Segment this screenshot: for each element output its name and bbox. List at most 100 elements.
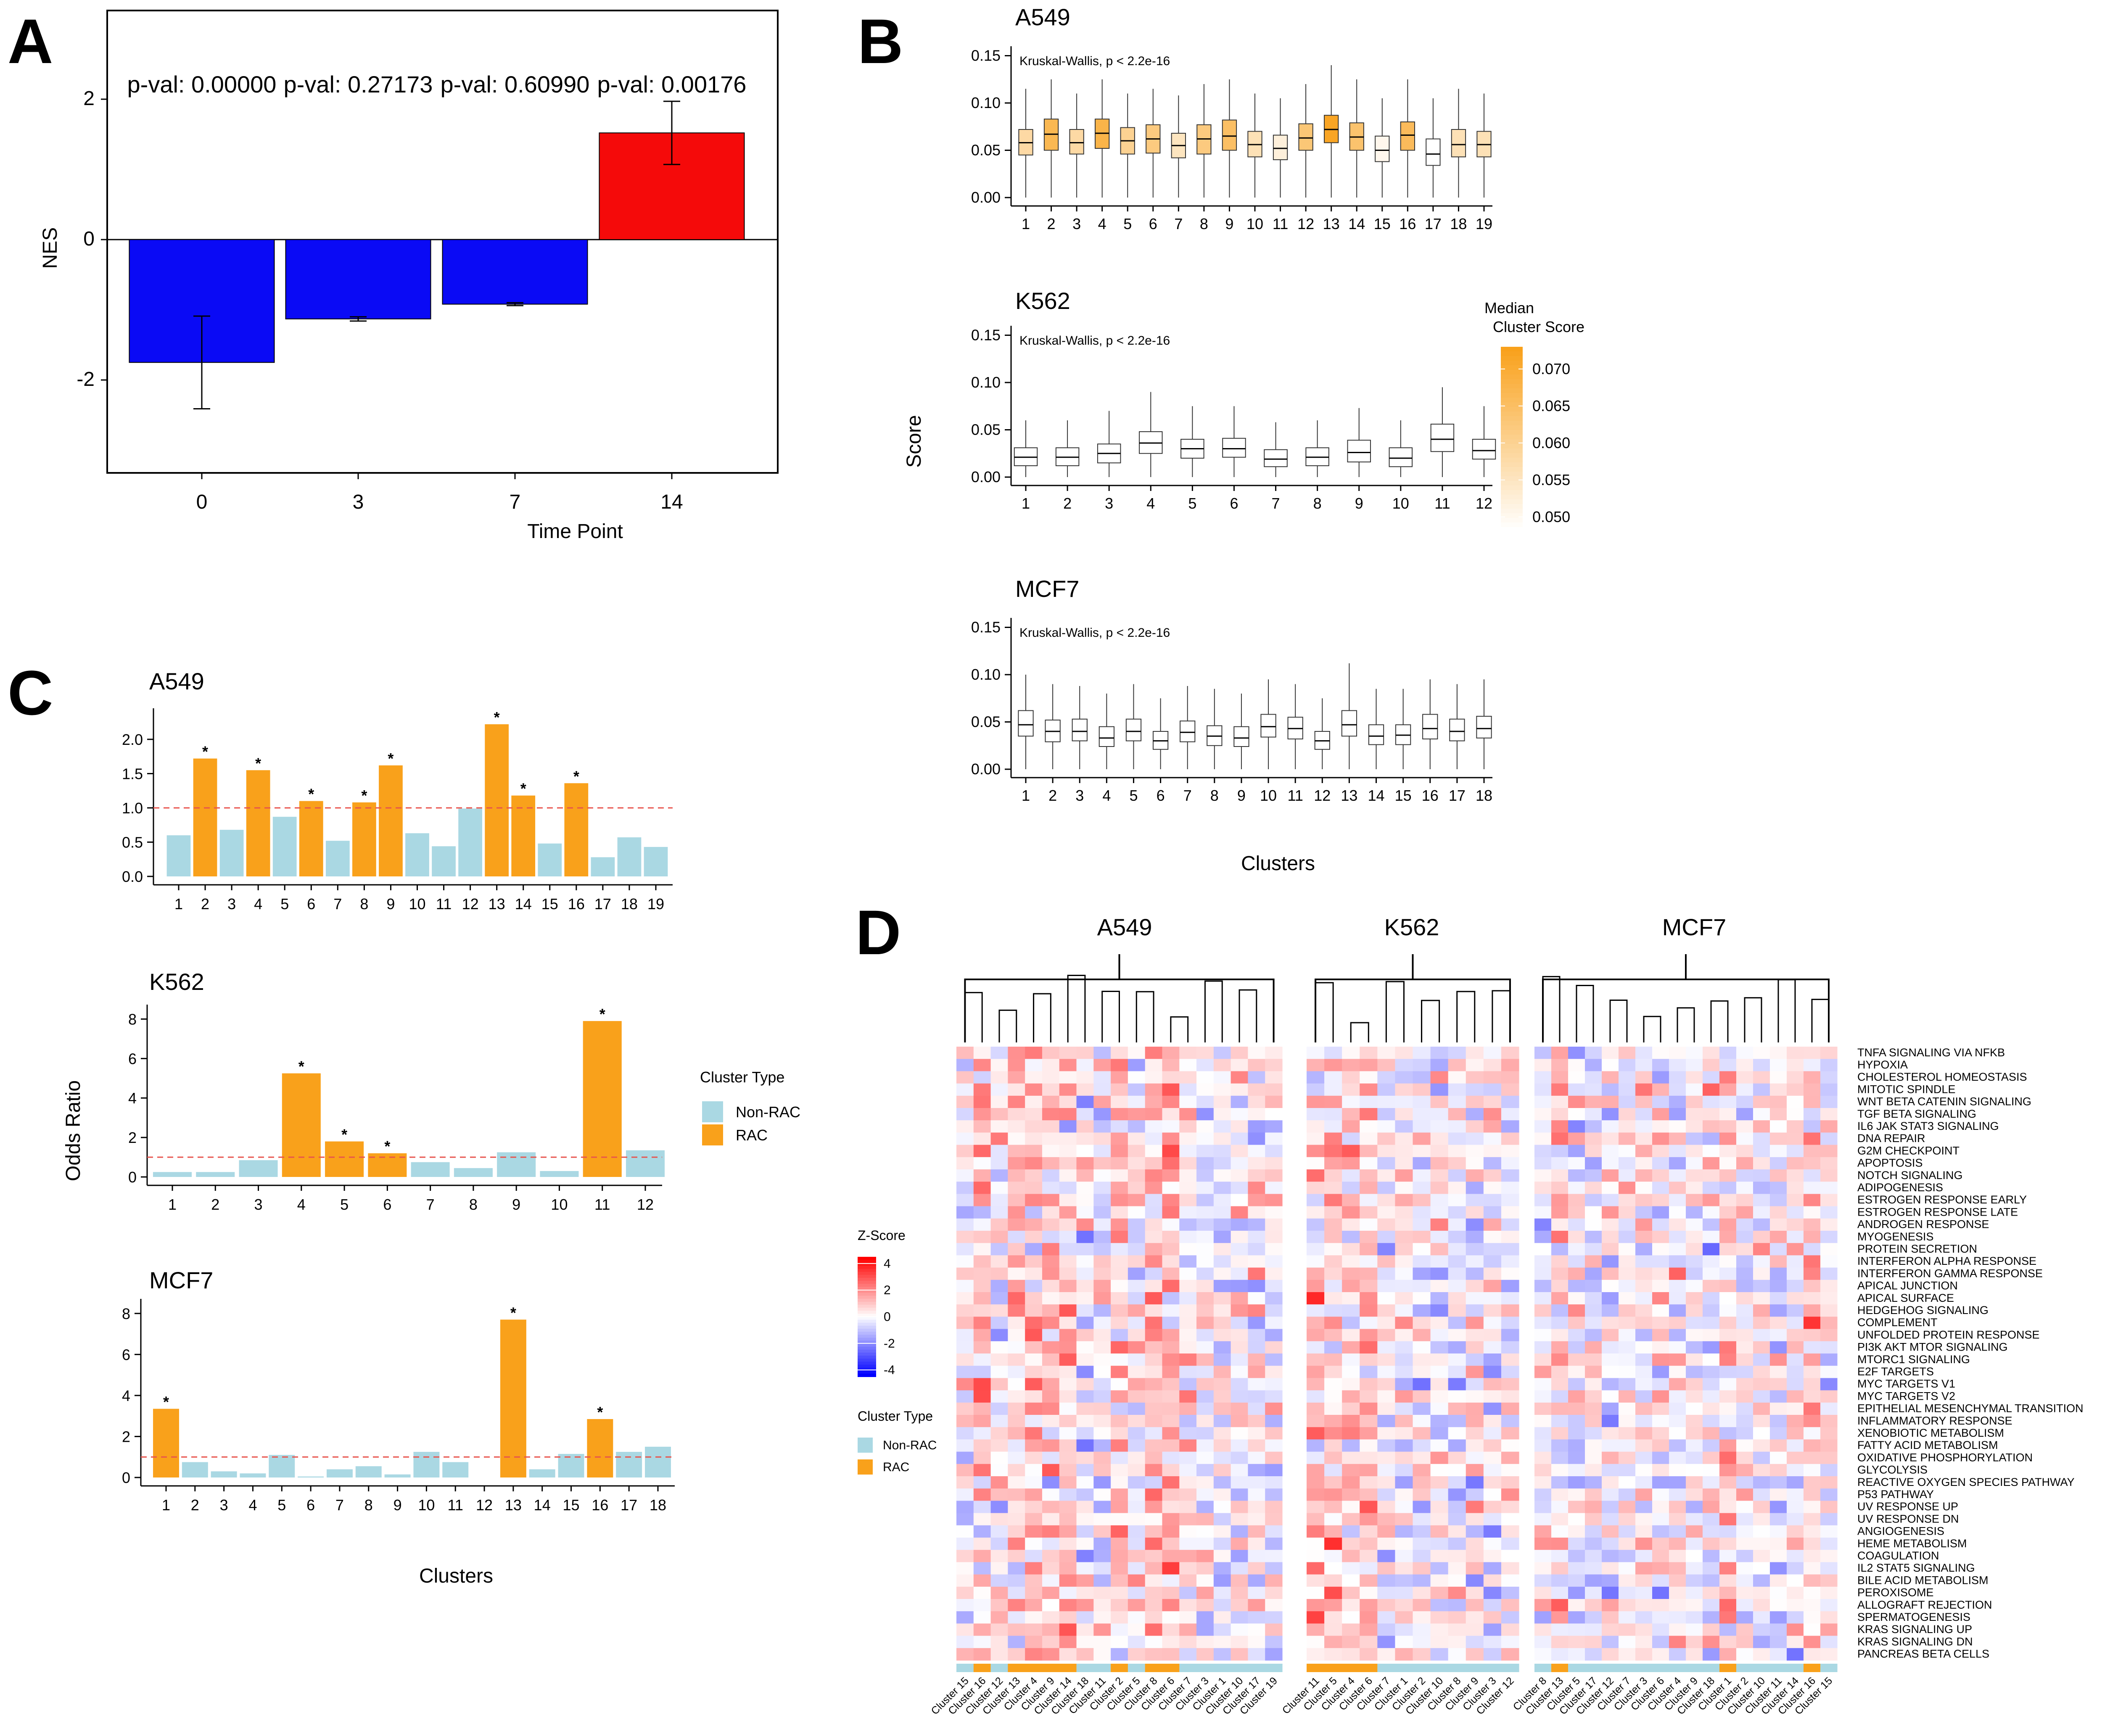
panel-d-cell-2-10-9 xyxy=(1703,1157,1720,1170)
panel-d-cell-1-11-4 xyxy=(1501,1095,1519,1108)
panel-d-cell-0-5-27 xyxy=(1042,1378,1060,1391)
panel-d-cell-1-0-20 xyxy=(1307,1292,1325,1305)
panel-d-cell-2-9-42 xyxy=(1686,1562,1703,1575)
panel-d-cell-1-1-3 xyxy=(1324,1083,1342,1096)
panel-a-bar-1 xyxy=(285,239,431,319)
panel-d-cell-0-15-42 xyxy=(1213,1562,1231,1575)
panel-d-cell-2-7-17 xyxy=(1652,1255,1669,1268)
panel-d-cell-2-16-28 xyxy=(1804,1390,1821,1403)
panel-d-cell-1-8-8 xyxy=(1448,1145,1466,1158)
panel-d-cell-0-1-12 xyxy=(973,1194,991,1207)
panel-d-cell-2-9-26 xyxy=(1686,1366,1703,1378)
panel-d-cell-0-12-45 xyxy=(1162,1599,1180,1612)
panel-d-cell-1-4-9 xyxy=(1377,1157,1396,1170)
panel-d-cell-0-2-8 xyxy=(990,1145,1008,1158)
panel-d-cell-1-2-22 xyxy=(1342,1317,1360,1330)
panel-d-cell-2-8-33 xyxy=(1669,1451,1686,1464)
panel-d-cell-0-18-30 xyxy=(1265,1415,1283,1427)
panel-d-cell-1-11-32 xyxy=(1501,1439,1519,1452)
panel-d-cell-2-11-42 xyxy=(1719,1562,1737,1575)
panel-b-xtick-label-a549-3: 4 xyxy=(1098,215,1106,232)
panel-d-cell-0-0-44 xyxy=(956,1586,974,1599)
panel-d-cell-0-14-35 xyxy=(1196,1476,1214,1489)
panel-d-cell-0-12-34 xyxy=(1162,1464,1180,1477)
panel-d-cell-0-11-7 xyxy=(1145,1132,1163,1145)
panel-d-cell-0-0-28 xyxy=(956,1390,974,1403)
panel-d-type-1-7 xyxy=(1430,1664,1449,1672)
panel-d-cell-2-13-21 xyxy=(1753,1304,1770,1317)
panel-d-cell-2-10-13 xyxy=(1703,1206,1720,1219)
panel-d-cell-2-1-30 xyxy=(1551,1415,1569,1427)
panel-d-cell-0-7-11 xyxy=(1076,1182,1094,1194)
panel-d-cell-0-1-37 xyxy=(973,1501,991,1514)
panel-d-cell-2-2-43 xyxy=(1568,1574,1585,1587)
panel-d-cell-2-15-33 xyxy=(1787,1451,1804,1464)
panel-d-cell-2-13-27 xyxy=(1753,1378,1770,1391)
panel-d-cell-0-13-4 xyxy=(1179,1095,1197,1108)
panel-d-cell-1-3-24 xyxy=(1360,1341,1378,1354)
panel-d-cell-1-8-15 xyxy=(1448,1231,1466,1243)
panel-d-cell-1-6-36 xyxy=(1413,1488,1431,1501)
panel-d-cell-2-15-2 xyxy=(1787,1071,1804,1084)
panel-d-cell-2-7-47 xyxy=(1652,1623,1669,1636)
panel-d-cell-2-14-18 xyxy=(1770,1267,1787,1280)
panel-d-cell-2-1-13 xyxy=(1551,1206,1569,1219)
panel-d-cell-0-12-21 xyxy=(1162,1304,1180,1317)
panel-d-cell-2-6-41 xyxy=(1635,1550,1653,1562)
panel-d-cell-0-10-33 xyxy=(1128,1451,1146,1464)
panel-d-cell-2-9-43 xyxy=(1686,1574,1703,1587)
panel-d-cell-1-2-10 xyxy=(1342,1169,1360,1182)
panel-d-cell-1-5-22 xyxy=(1395,1317,1413,1330)
panel-d-cell-0-5-44 xyxy=(1042,1586,1060,1599)
panel-d-cell-2-15-39 xyxy=(1787,1525,1804,1538)
panel-d-cell-1-0-8 xyxy=(1307,1145,1325,1158)
panel-d-cell-2-2-18 xyxy=(1568,1267,1585,1280)
panel-d-cell-1-10-7 xyxy=(1483,1132,1502,1145)
panel-c-xtick-label-k562-1: 2 xyxy=(211,1196,219,1213)
panel-d-cell-2-15-18 xyxy=(1787,1267,1804,1280)
panel-d-cell-2-14-2 xyxy=(1770,1071,1787,1084)
panel-d-cell-2-5-38 xyxy=(1619,1513,1636,1526)
panel-d-cell-0-10-29 xyxy=(1128,1402,1146,1415)
panel-d-cell-2-7-16 xyxy=(1652,1243,1669,1256)
panel-d-cell-1-0-10 xyxy=(1307,1169,1325,1182)
panel-d-cell-2-10-23 xyxy=(1703,1329,1720,1342)
panel-d-cell-0-0-27 xyxy=(956,1378,974,1391)
panel-d-cell-1-9-40 xyxy=(1466,1538,1484,1550)
panel-d-cell-2-9-17 xyxy=(1686,1255,1703,1268)
panel-c-legend: Cluster Type Non-RAC RAC xyxy=(700,1069,800,1145)
panel-b-ytick-label-mcf7-1: 0.05 xyxy=(971,713,1001,731)
panel-d-cell-2-0-34 xyxy=(1534,1464,1552,1477)
panel-d-row-label-9: APOPTOSIS xyxy=(1857,1157,1923,1169)
panel-b-ylabel: Score xyxy=(903,415,925,467)
panel-d-group-title-0: A549 xyxy=(1097,914,1152,940)
panel-d-cell-2-7-33 xyxy=(1652,1451,1669,1464)
panel-d-cell-0-18-41 xyxy=(1265,1550,1283,1562)
panel-d-cell-1-7-48 xyxy=(1430,1636,1449,1649)
panel-d-cell-2-2-28 xyxy=(1568,1390,1585,1403)
panel-d-cell-2-12-40 xyxy=(1736,1538,1753,1550)
panel-d-cell-1-8-44 xyxy=(1448,1586,1466,1599)
panel-d-type-1-0 xyxy=(1307,1664,1325,1672)
panel-d-cell-2-14-3 xyxy=(1770,1083,1787,1096)
panel-d-cell-0-15-10 xyxy=(1213,1169,1231,1182)
panel-d-cell-0-6-4 xyxy=(1059,1095,1077,1108)
panel-d-colorbar-label-4: -4 xyxy=(884,1363,895,1377)
panel-d-cell-2-5-26 xyxy=(1619,1366,1636,1378)
panel-d-cell-1-7-20 xyxy=(1430,1292,1449,1305)
panel-d-cell-1-2-2 xyxy=(1342,1071,1360,1084)
panel-d-cell-0-16-25 xyxy=(1231,1353,1249,1366)
panel-d-heatmap: Z-Score Cluster Type Non-RAC RAC A549Clu… xyxy=(858,914,2084,1717)
panel-d-cell-2-10-42 xyxy=(1703,1562,1720,1575)
panel-d-cell-2-2-29 xyxy=(1568,1402,1585,1415)
panel-d-cell-1-9-10 xyxy=(1466,1169,1484,1182)
panel-d-cell-2-17-49 xyxy=(1820,1648,1838,1661)
panel-d-cell-1-8-0 xyxy=(1448,1047,1466,1059)
panel-d-colorbar-seg-35 xyxy=(858,1361,876,1365)
panel-a-pval-0: p-val: 0.00000 xyxy=(127,71,277,98)
panel-d-cell-0-0-14 xyxy=(956,1218,974,1231)
panel-d-cell-1-2-37 xyxy=(1342,1501,1360,1514)
panel-d-cell-1-1-46 xyxy=(1324,1611,1342,1624)
panel-d-cell-0-16-40 xyxy=(1231,1538,1249,1550)
panel-d-cell-1-1-42 xyxy=(1324,1562,1342,1575)
